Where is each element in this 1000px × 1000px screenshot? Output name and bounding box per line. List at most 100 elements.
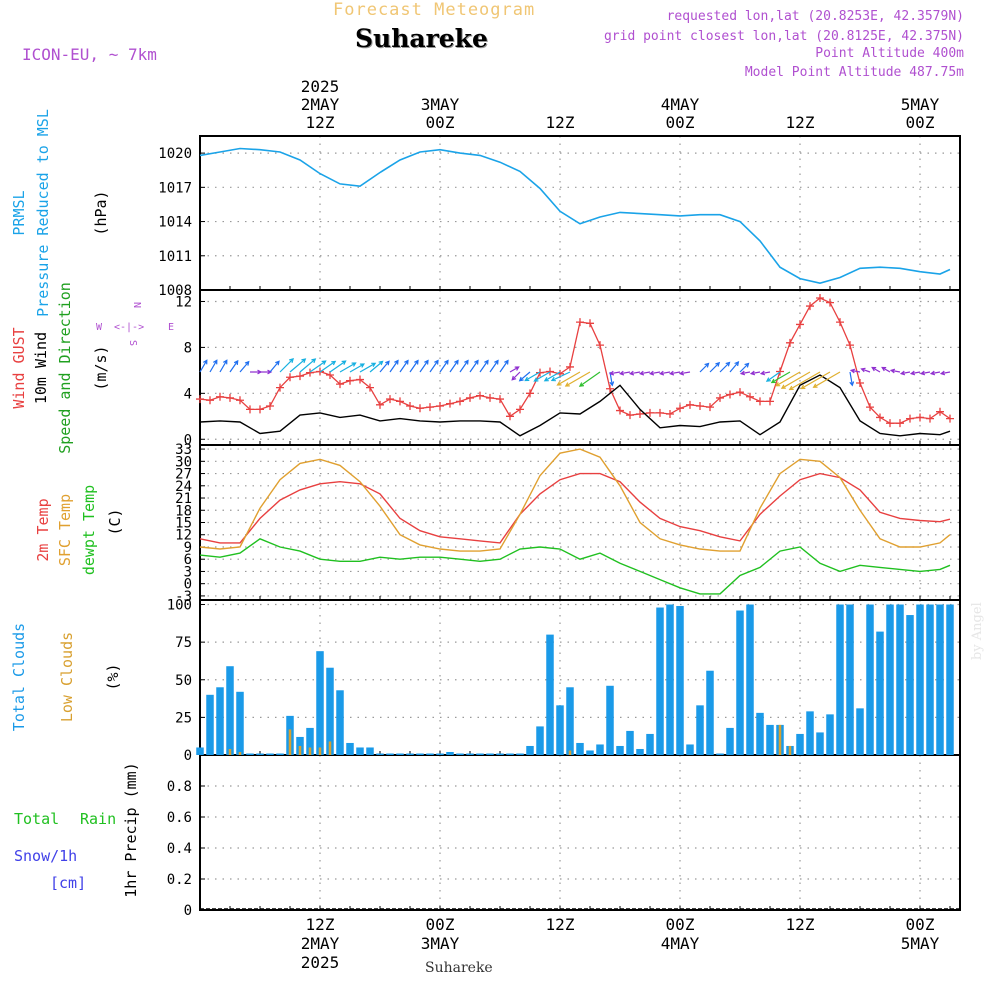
- total-clouds-bar: [206, 694, 214, 755]
- y-tick-label: 1020: [158, 146, 192, 162]
- wind-direction-arrow: [511, 371, 521, 381]
- wind-gust-point: [776, 367, 784, 376]
- wind-gust-point: [846, 341, 854, 350]
- wind-direction-arrow: [849, 371, 855, 387]
- panel-frame: [199, 599, 961, 756]
- low-clouds-bar: [568, 750, 572, 755]
- y-tick-label: 1017: [158, 180, 192, 196]
- total-clouds-bar: [396, 753, 404, 755]
- wind-direction-arrow: [489, 359, 499, 373]
- bottom-time-label: 12Z: [546, 915, 575, 934]
- wind-gust-point: [396, 397, 404, 406]
- y-tick-label: -3: [175, 589, 192, 605]
- wind-direction-arrow: [550, 371, 571, 382]
- wind-gust-point: [626, 411, 634, 420]
- wind-direction-arrow: [319, 360, 337, 373]
- total-clouds-bar: [876, 631, 884, 755]
- y-tick-label: 25: [175, 710, 192, 726]
- wind-gust-point: [426, 403, 434, 412]
- total-clouds-bar: [376, 753, 384, 755]
- wind-gust-point: [476, 391, 484, 400]
- wind-gust-point: [576, 318, 584, 327]
- total-clouds-bar: [196, 747, 204, 755]
- wind-direction-arrow: [608, 370, 621, 376]
- wind-gust-point: [546, 367, 554, 376]
- wind-gust-point: [756, 397, 764, 406]
- pressure-label-prmsl: PRMSL: [10, 190, 28, 235]
- grid-point-coordinates: grid point closest lon,lat (20.8125E, 42…: [603, 29, 964, 44]
- y-tick-label: 0.4: [167, 841, 192, 857]
- wind-gust-point: [646, 408, 654, 417]
- total-clouds-bar: [426, 753, 434, 755]
- bottom-time-label: 12Z: [786, 915, 815, 934]
- total-clouds-bar: [516, 753, 524, 755]
- wind-gust-point: [466, 393, 474, 402]
- wind-gust-point: [506, 412, 514, 421]
- compass-s: S: [127, 340, 138, 346]
- total-clouds-bar: [736, 610, 744, 755]
- top-time-label: 2MAY: [301, 95, 340, 114]
- y-tick-label: 12: [175, 294, 192, 310]
- model-label: ICON-EU, ~ 7km: [22, 45, 157, 64]
- wind-direction-arrow: [389, 359, 399, 373]
- top-time-label: 12Z: [546, 113, 575, 132]
- wind-gust-point: [706, 403, 714, 412]
- low-clouds-label: Low Clouds: [58, 632, 76, 722]
- wind-gust-point: [836, 318, 844, 327]
- total-clouds-bar: [686, 744, 694, 755]
- total-clouds-bar: [896, 604, 904, 755]
- wind-direction-arrow: [459, 359, 469, 373]
- wind-direction-arrow: [899, 370, 911, 376]
- wind-direction-arrow: [578, 371, 601, 387]
- total-clouds-bar: [826, 714, 834, 755]
- wind-gust-point: [516, 405, 524, 414]
- total-clouds-bar: [716, 753, 724, 755]
- wind-direction-arrow: [409, 359, 419, 373]
- wind-gust-point: [606, 384, 614, 393]
- total-clouds-bar: [746, 604, 754, 755]
- wind-gust-point: [336, 380, 344, 389]
- total-clouds-bar: [436, 753, 444, 755]
- point-altitude: Point Altitude 400m: [815, 46, 964, 61]
- wind-direction-arrow: [349, 363, 365, 373]
- wind-gust-point: [486, 393, 494, 402]
- footer-location: Suhareke: [425, 960, 493, 976]
- wind-direction-arrow: [800, 371, 831, 390]
- bottom-time-label: 12Z: [306, 915, 335, 934]
- wind-direction-arrow: [339, 362, 357, 373]
- wind-direction-arrow: [299, 358, 317, 373]
- y-tick-label: 24: [175, 479, 192, 495]
- wind-direction-arrow: [556, 371, 581, 386]
- total-clouds-bar: [566, 687, 574, 755]
- y-tick-label: 100: [167, 598, 192, 614]
- compass-n: N: [131, 302, 142, 308]
- dewpt-label: dewpt Temp: [80, 485, 98, 575]
- wind-direction-arrow: [765, 371, 781, 382]
- wind-gust-point: [786, 338, 794, 347]
- wind-direction-arrow: [260, 369, 273, 375]
- pressure-line: [199, 147, 951, 285]
- bottom-time-label: 4MAY: [661, 934, 700, 953]
- wind-gust-point: [586, 319, 594, 328]
- y-tick-label: 1014: [158, 215, 192, 231]
- wind-direction-arrow: [648, 370, 661, 376]
- top-time-label: 12Z: [786, 113, 815, 132]
- wind-direction-arrow: [739, 362, 750, 373]
- low-clouds-bar: [318, 747, 322, 755]
- wind-gust-point: [736, 388, 744, 397]
- wind-gust-point: [936, 407, 944, 416]
- total-clouds-bar: [926, 604, 934, 755]
- precip-rain-label: Rain: [80, 810, 116, 828]
- top-time-label: 3MAY: [421, 95, 460, 114]
- meteogram-subtitle: Forecast Meteogram: [333, 0, 536, 20]
- wind-gust-point: [686, 400, 694, 409]
- top-time-label: 00Z: [906, 113, 935, 132]
- y-tick-label: 18: [175, 503, 192, 519]
- wind-gust-point: [346, 376, 354, 385]
- wind-gust-point: [656, 408, 664, 417]
- total-clouds-bar: [356, 747, 364, 755]
- wind-direction-arrow: [199, 359, 208, 373]
- bottom-time-label: 00Z: [666, 915, 695, 934]
- y-tick-label: 33: [175, 442, 192, 458]
